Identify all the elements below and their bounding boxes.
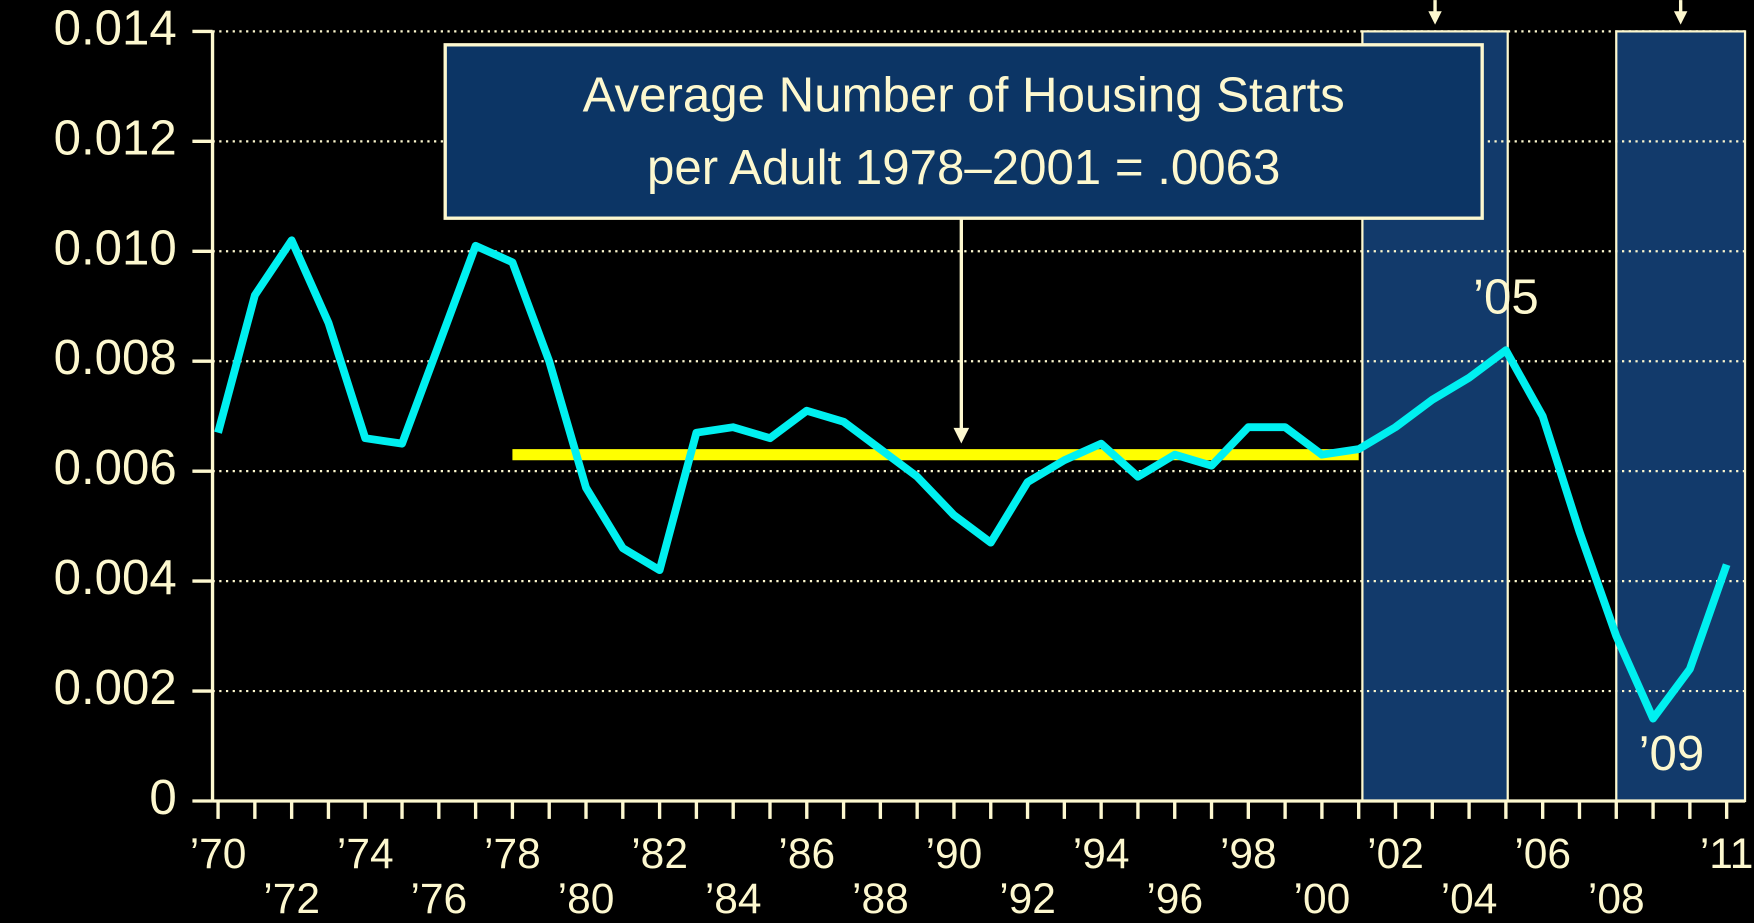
point-label: ’05 <box>1473 270 1539 325</box>
annotation-arrow-head <box>953 427 970 444</box>
x-tick-label: ’00 <box>1294 876 1351 923</box>
x-tick-label: ’94 <box>1073 831 1130 878</box>
x-tick-label: ’11 <box>1700 831 1754 878</box>
y-tick-label: 0.002 <box>54 660 177 715</box>
point-label: ’09 <box>1639 726 1705 781</box>
region-arrow-head <box>1428 11 1442 25</box>
region-arrow-head <box>1673 11 1688 25</box>
x-tick-label: ’88 <box>852 876 909 923</box>
x-tick-label: ’84 <box>705 876 762 923</box>
x-tick-label: ’86 <box>778 831 835 878</box>
x-tick-label: ’82 <box>631 831 688 878</box>
y-tick-label: 0.014 <box>54 0 177 55</box>
x-tick-label: ’74 <box>337 831 394 878</box>
x-tick-label: ’92 <box>999 876 1056 923</box>
x-tick-label: ’76 <box>410 876 467 923</box>
y-tick-label: 0.006 <box>54 440 177 495</box>
x-tick-label: ’72 <box>263 876 320 923</box>
annotation-text: per Adult 1978–2001 = .0063 <box>647 140 1280 195</box>
x-tick-label: ’06 <box>1514 831 1571 878</box>
y-tick-label: 0.008 <box>54 330 177 385</box>
x-tick-label: ’08 <box>1588 876 1645 923</box>
y-tick-label: 0 <box>149 770 176 825</box>
x-tick-label: ’02 <box>1367 831 1424 878</box>
x-tick-label: ’96 <box>1146 876 1203 923</box>
y-tick-label: 0.010 <box>54 220 177 275</box>
annotation-text: Average Number of Housing Starts <box>583 68 1345 123</box>
x-tick-label: ’04 <box>1441 876 1498 923</box>
y-tick-label: 0.004 <box>54 550 177 605</box>
y-tick-label: 0.012 <box>54 110 177 165</box>
x-tick-label: ’70 <box>190 831 247 878</box>
x-tick-label: ’78 <box>484 831 541 878</box>
x-tick-label: ’90 <box>926 831 983 878</box>
x-tick-label: ’98 <box>1220 831 1277 878</box>
annotation-box <box>443 43 1484 220</box>
x-tick-label: ’80 <box>558 876 615 923</box>
data-line <box>214 236 1731 723</box>
